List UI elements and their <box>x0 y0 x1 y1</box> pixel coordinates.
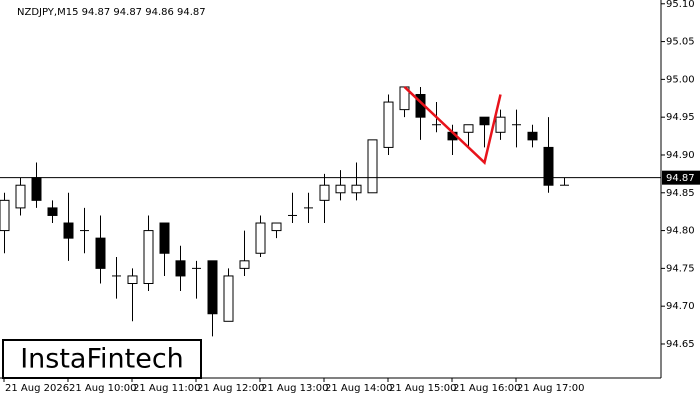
y-tick-label: 94.90 <box>666 150 695 161</box>
candle-body <box>207 260 218 315</box>
x-tick-label: 21 Aug 17:00 <box>517 383 584 394</box>
candle-body <box>127 275 138 285</box>
y-tick-label: 94.85 <box>666 188 695 199</box>
y-tick-label: 94.75 <box>666 263 695 274</box>
candle-body <box>175 260 186 277</box>
candle-body <box>319 184 330 201</box>
pattern-line <box>403 86 502 165</box>
x-tick-label: 21 Aug 11:00 <box>133 383 200 394</box>
current-price-label: 94.87 <box>666 173 695 184</box>
candle-body <box>143 230 154 284</box>
candle-body <box>543 146 554 186</box>
logo: InstaFintech <box>20 344 184 375</box>
x-tick-label: 21 Aug 2026 <box>5 383 69 394</box>
y-tick-label: 95.05 <box>666 37 695 48</box>
x-tick-label: 21 Aug 13:00 <box>261 383 328 394</box>
y-tick-label: 94.70 <box>666 301 695 312</box>
candle-body <box>335 184 346 194</box>
candle-body <box>351 184 362 194</box>
candle-body <box>271 222 282 232</box>
x-tick-label: 21 Aug 16:00 <box>453 383 520 394</box>
x-tick-label: 21 Aug 15:00 <box>389 383 456 394</box>
logo-box <box>2 339 202 379</box>
candle-body <box>255 222 266 254</box>
current-price-box <box>662 170 700 185</box>
chart-title: NZDJPY,M15 94.87 94.87 94.86 94.87 <box>17 7 206 18</box>
candle-body <box>159 222 170 254</box>
candle-body <box>383 101 394 148</box>
candle-body <box>223 275 234 322</box>
candle-body <box>367 139 378 194</box>
candle-body <box>463 124 474 133</box>
candle-body <box>15 184 26 209</box>
candle-body <box>495 116 506 133</box>
x-tick-label: 21 Aug 12:00 <box>197 383 264 394</box>
y-tick-label: 94.80 <box>666 226 695 237</box>
candle-body <box>63 222 74 239</box>
candle-body <box>479 116 490 126</box>
y-tick-label: 95.00 <box>666 74 695 85</box>
candle-body <box>31 177 42 201</box>
candle-body <box>527 131 538 141</box>
y-tick-label: 94.95 <box>666 112 695 123</box>
candle-body <box>239 260 250 269</box>
y-tick-label: 95.10 <box>666 0 695 10</box>
x-tick-label: 21 Aug 10:00 <box>69 383 136 394</box>
x-tick-label: 21 Aug 14:00 <box>325 383 392 394</box>
candle-body <box>47 207 58 216</box>
candle-body <box>0 199 10 232</box>
y-tick-label: 94.65 <box>666 339 695 350</box>
candle-body <box>95 237 106 269</box>
